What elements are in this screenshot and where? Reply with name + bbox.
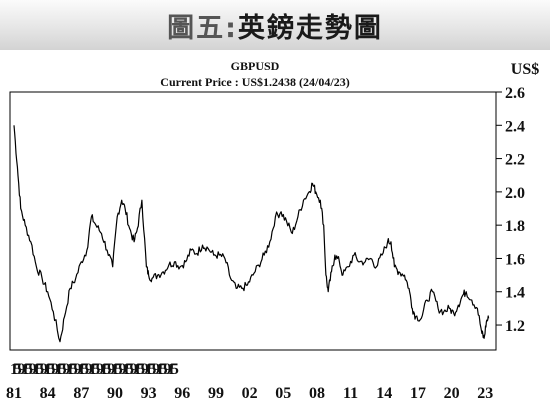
x-tick-month-label: 9: [163, 361, 171, 378]
x-tick-month-label: 9: [51, 361, 59, 378]
x-tick-year-label: 90: [107, 385, 123, 402]
x-tick-year-label: 81: [6, 385, 22, 402]
x-tick-month-label: 9: [74, 361, 82, 378]
x-tick-month-label: 5: [126, 361, 134, 378]
x-tick-month-label: 1: [133, 361, 141, 378]
x-tick-year-label: 87: [73, 385, 89, 402]
chart-subtitle: Current Price : US$1.2438 (24/04/23): [160, 75, 349, 89]
x-tick-month-label: 1: [156, 361, 164, 378]
x-tick-month-label: 5: [36, 361, 44, 378]
x-tick-month-label: 5: [115, 361, 123, 378]
x-tick-month-label: 5: [148, 361, 156, 378]
x-tick-month-label: 5: [92, 361, 100, 378]
x-tick-month-label: 9: [152, 361, 160, 378]
x-tick-month-label: 9: [17, 361, 25, 378]
x-tick-year-label: 17: [410, 385, 426, 402]
x-tick-month-label: 9: [141, 361, 149, 378]
x-tick-year-label: 08: [309, 385, 325, 402]
banner-main-title: 英鎊走勢圖: [237, 13, 383, 44]
x-tick-month-label: 1: [111, 361, 119, 378]
x-tick-month-label: 5: [59, 361, 67, 378]
x-tick-month-label: 1: [10, 361, 18, 378]
x-tick-year-label: 84: [40, 385, 56, 402]
y-tick-label: 2.6: [505, 85, 525, 102]
plot-area-frame: [9, 91, 497, 351]
x-tick-month-label: 5: [137, 361, 145, 378]
x-tick-month-label: 5: [160, 361, 168, 378]
x-tick-month-label: 9: [29, 361, 37, 378]
x-tick-month-label: 5: [47, 361, 55, 378]
y-tick-label: 2.4: [505, 118, 525, 135]
x-tick-year-label: 96: [174, 385, 190, 402]
x-tick-month-label: 9: [118, 361, 126, 378]
y-tick-label: 2.0: [505, 185, 525, 202]
banner-prefix: 圖五:: [167, 13, 238, 44]
x-tick-month-label: 5: [25, 361, 33, 378]
x-tick-month-label: 5: [171, 361, 179, 378]
x-tick-month-label: 1: [44, 361, 52, 378]
x-tick-month-label: 9: [85, 361, 93, 378]
y-tick-label: 1.4: [505, 285, 525, 302]
x-tick-month-label: 9: [96, 361, 104, 378]
x-tick-month-label: 1: [145, 361, 153, 378]
x-tick-month-label: 9: [107, 361, 115, 378]
x-tick-month-label: 9: [62, 361, 70, 378]
x-tick-year-label: 99: [208, 385, 224, 402]
x-tick-year-label: 23: [477, 385, 493, 402]
y-tick-label: 1.8: [505, 218, 525, 235]
x-tick-month-label: 1: [100, 361, 108, 378]
x-tick-month-label: 9: [130, 361, 138, 378]
y-axis-label: US$: [511, 61, 539, 78]
x-tick-month-label: 5: [14, 361, 22, 378]
x-tick-month-label: 5: [81, 361, 89, 378]
chart-title: GBPUSD: [231, 59, 280, 73]
gbpusd-price-line: [13, 125, 490, 343]
x-tick-year-label: 11: [343, 385, 358, 402]
series-layer: [13, 125, 490, 343]
x-tick-year-label: 02: [242, 385, 258, 402]
x-tick-month-label: 1: [32, 361, 40, 378]
x-tick-month-label: 1: [77, 361, 85, 378]
y-tick-label: 2.2: [505, 152, 525, 169]
x-tick-month-label: 5: [104, 361, 112, 378]
x-tick-year-label: 05: [275, 385, 291, 402]
y-tick-label: 1.2: [505, 318, 525, 335]
title-banner: 圖五:英鎊走勢圖: [0, 0, 550, 50]
x-tick-month-label: 9: [40, 361, 48, 378]
x-tick-month-label: 5: [70, 361, 78, 378]
x-tick-month-label: 1: [55, 361, 63, 378]
x-axis: 1591591591591591591591591591591591591591…: [6, 361, 493, 402]
banner-title: 圖五:英鎊走勢圖: [0, 6, 550, 45]
x-tick-month-label: 1: [89, 361, 97, 378]
x-tick-month-label: 1: [167, 361, 175, 378]
x-tick-year-label: 20: [444, 385, 460, 402]
y-axis: 1.2 1.4 1.6 1.8 2.0 2.2 2.4 2.6: [496, 85, 525, 335]
x-tick-month-label: 1: [21, 361, 29, 378]
y-tick-label: 1.6: [505, 251, 525, 268]
x-tick-month-label: 1: [66, 361, 74, 378]
x-tick-year-label: 93: [141, 385, 157, 402]
x-tick-year-label: 14: [376, 385, 392, 402]
x-tick-month-label: 1: [122, 361, 130, 378]
